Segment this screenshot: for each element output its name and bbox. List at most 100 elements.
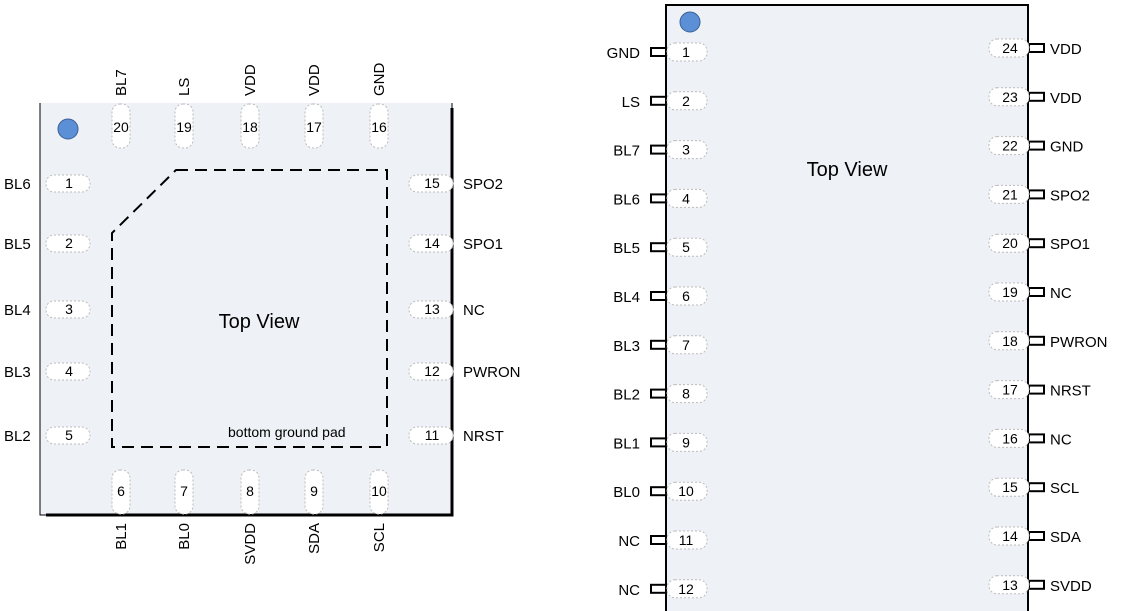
pin-label: LS [176, 78, 193, 96]
dip-pin-19: 19 NC [988, 282, 1072, 302]
pin-pad [408, 426, 454, 445]
pin-lead [650, 291, 667, 301]
qfn-title: Top View [219, 311, 300, 333]
qfn-pin-9: 9 SDA [304, 469, 324, 554]
dip-pin-2: 2 LS [622, 91, 708, 111]
pin-number: 5 [682, 239, 690, 255]
pin-number: 14 [424, 235, 440, 251]
pin-number: 17 [306, 119, 322, 135]
pin-number: 2 [65, 235, 73, 251]
pin-label: GND [607, 45, 641, 62]
dip-pin-10: 10 BL0 [613, 481, 708, 501]
pin-number: 2 [682, 93, 690, 109]
pin-lead [650, 486, 667, 497]
pin-number: 20 [113, 119, 129, 135]
pin-label: BL3 [613, 338, 640, 355]
pin-label: BL7 [613, 143, 640, 160]
pin-lead [1028, 579, 1045, 590]
pin-pad [988, 380, 1030, 400]
pin-pad [988, 233, 1030, 253]
ground-pad-outline [111, 169, 388, 448]
pin-lead [650, 193, 667, 204]
qfn-pin-14: 14 SPO1 [408, 234, 503, 253]
pin-pad [666, 286, 708, 306]
pin-pad [174, 103, 194, 149]
pin-label: BL2 [4, 428, 31, 445]
pin-label: BL5 [4, 236, 31, 253]
pin-number: 6 [117, 483, 125, 499]
pin-pad [408, 234, 454, 253]
pin-label: SDA [306, 523, 323, 554]
pin-number: 11 [425, 427, 440, 443]
pin-pad [408, 300, 454, 319]
pin-pad [408, 174, 454, 193]
pin-pad [988, 477, 1030, 497]
pin-label: BL2 [613, 387, 640, 404]
pin-number: 18 [1002, 333, 1018, 349]
pin-label: NRST [463, 428, 504, 445]
pin-label: SDA [1050, 529, 1081, 546]
qfn-pin-19: 19 LS [174, 78, 194, 149]
pin-number: 20 [1002, 235, 1018, 251]
qfn-pin-17: 17 VDD [304, 64, 324, 149]
pin-number: 9 [310, 483, 318, 499]
pin-label: NC [1050, 285, 1072, 302]
qfn-pin-1: 1 BL6 [4, 174, 91, 193]
pin-number: 22 [1002, 138, 1018, 154]
pin-label: NC [618, 533, 640, 550]
pin-number: 10 [678, 483, 694, 499]
pin-number: 18 [242, 119, 258, 135]
qfn-pin-13: 13 NC [408, 300, 485, 319]
dip-pin-16: 16 NC [988, 428, 1072, 448]
dip-pin-13: 13 SVDD [988, 575, 1092, 595]
pin-lead [1028, 531, 1045, 541]
pin-number: 1 [65, 175, 73, 191]
pin-pad [304, 103, 324, 149]
pin-label: NC [618, 582, 640, 599]
pin-label: SPO1 [1050, 236, 1090, 253]
dip-pin-21: 21 SPO2 [988, 184, 1090, 204]
dip-pin-22: 22 GND [988, 136, 1084, 156]
pin-number: 8 [682, 386, 690, 402]
pin-pad [988, 428, 1030, 448]
pin-number: 23 [1002, 89, 1018, 105]
dip-pin-17: 17 NRST [988, 380, 1091, 400]
pin-pad [666, 188, 708, 208]
pin-number: 13 [424, 301, 440, 317]
pin-pad [304, 469, 324, 515]
pin-label: VDD [242, 64, 259, 96]
pin-lead [1028, 43, 1045, 53]
pin-number: 15 [424, 175, 440, 191]
qfn-pin-16: 16 GND [369, 63, 389, 149]
pin-lead [650, 535, 667, 545]
pin-number: 17 [1002, 382, 1018, 398]
pin-label: BL5 [613, 240, 640, 257]
pin-pad [45, 174, 91, 193]
pin-pad [45, 426, 91, 445]
pin-label: PWRON [1050, 334, 1108, 351]
pin-lead [1028, 433, 1045, 444]
dip-pin-8: 8 BL2 [613, 384, 708, 404]
pin-number: 16 [371, 119, 387, 135]
dip-pin-11: 11 NC [618, 530, 708, 550]
qfn-pins: 1 BL6 2 BL5 3 BL4 4 BL3 5 BL2 15 SPO2 14 SPO1 13 NC 12 PW… [4, 63, 521, 565]
pin-number: 12 [678, 581, 694, 597]
pin-label: SCL [371, 523, 388, 552]
dip-body-edge [665, 4, 1029, 611]
dip-pin-15: 15 SCL [988, 477, 1079, 497]
pin-lead [1028, 91, 1045, 102]
qfn-pin-7: 7 BL0 [174, 469, 194, 550]
pin-number: 19 [1002, 284, 1018, 300]
pin-number: 1 [682, 44, 690, 60]
pin-lead [650, 388, 667, 399]
pin-number: 11 [679, 532, 694, 548]
pin-number: 12 [424, 363, 440, 379]
qfn-pin-20: 20 BL7 [111, 69, 131, 149]
pin-lead [1028, 238, 1045, 249]
dip-pin-4: 4 BL6 [613, 188, 708, 208]
ground-pad-label: bottom ground pad [228, 424, 346, 440]
pin-lead [1028, 335, 1045, 346]
pin-number: 7 [180, 483, 188, 499]
qfn-pin-2: 2 BL5 [4, 234, 91, 253]
pin-lead [1028, 384, 1045, 395]
